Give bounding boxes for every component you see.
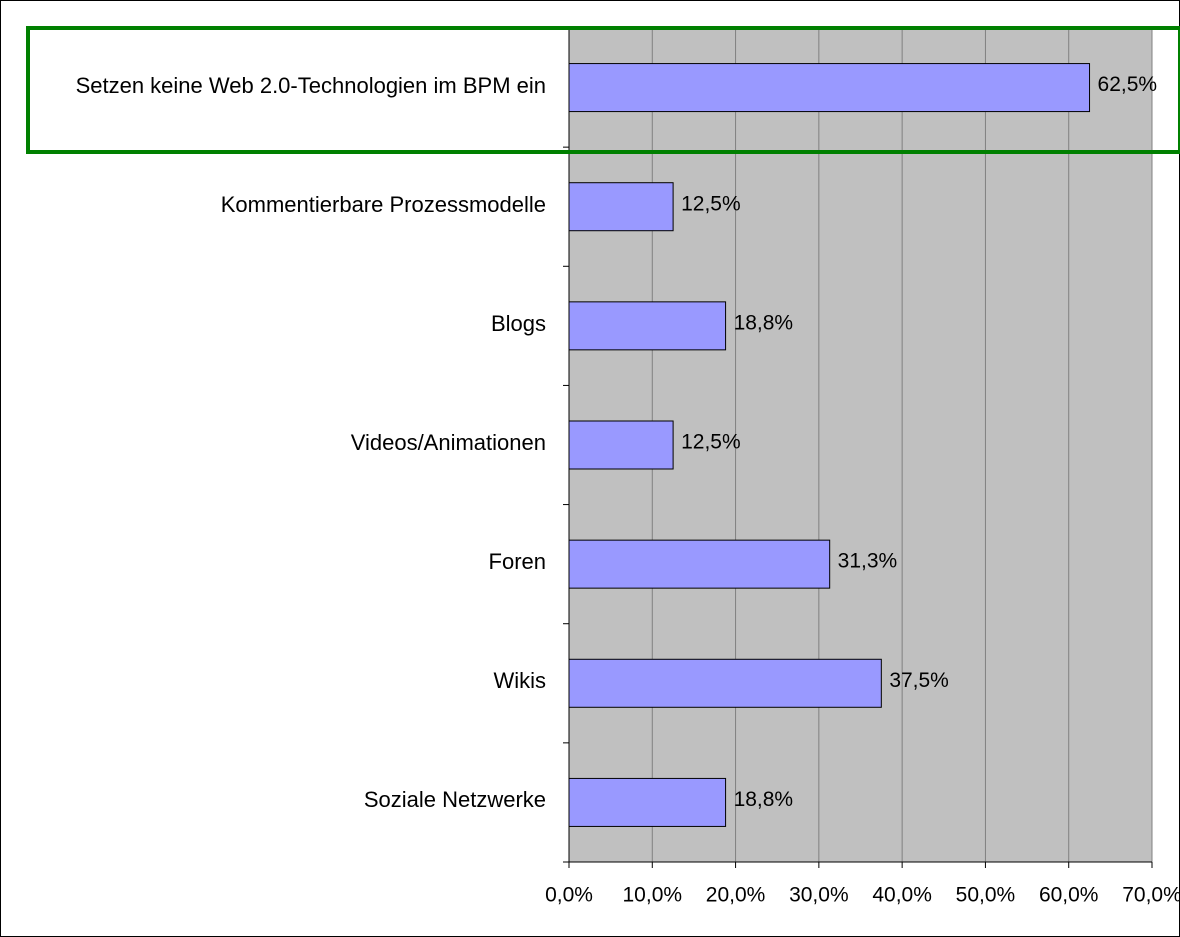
category-label: Setzen keine Web 2.0-Technologien im BPM… — [75, 72, 546, 98]
x-tick-label: 20,0% — [706, 884, 766, 907]
data-label: 18,8% — [734, 788, 794, 811]
bar — [568, 182, 674, 232]
y-tick-label: Soziale Netzwerke — [20, 785, 546, 815]
data-label: 12,5% — [681, 431, 741, 454]
bar — [568, 658, 882, 708]
x-tick-label: 30,0% — [789, 884, 849, 907]
x-tick-label: 40,0% — [872, 884, 932, 907]
y-tick-label: Kommentierbare Prozessmodelle — [20, 190, 546, 220]
y-tick-label: Blogs — [20, 309, 546, 339]
data-label: 62,5% — [1098, 73, 1158, 96]
category-label: Videos/Animationen — [350, 430, 546, 455]
y-tick-label: Setzen keine Web 2.0-Technologien im BPM… — [20, 71, 546, 101]
category-label: Blogs — [490, 310, 546, 336]
x-tick-label: 10,0% — [623, 884, 683, 907]
data-label: 37,5% — [889, 669, 949, 692]
x-tick-label: 50,0% — [956, 884, 1016, 907]
x-tick-label: 60,0% — [1039, 884, 1099, 907]
highlight-box — [26, 26, 1180, 154]
y-tick-label: Wikis — [20, 666, 546, 696]
category-label: Soziale Netzwerke — [363, 787, 546, 813]
data-label: 18,8% — [734, 311, 794, 334]
data-label: 31,3% — [838, 550, 898, 573]
category-label: Kommentierbare Prozessmodelle — [220, 191, 546, 217]
bar — [568, 539, 831, 589]
bar — [568, 420, 674, 470]
category-label: Foren — [488, 549, 546, 575]
bar — [568, 777, 727, 827]
data-label: 12,5% — [681, 192, 741, 215]
category-label: Wikis — [493, 668, 546, 694]
x-tick-label: 0,0% — [545, 884, 593, 907]
y-tick-label: Foren — [20, 547, 546, 577]
bar — [568, 301, 727, 351]
y-tick-label: Videos/Animationen — [20, 428, 546, 458]
bar — [568, 63, 1091, 113]
x-tick-label: 70,0% — [1122, 884, 1180, 907]
